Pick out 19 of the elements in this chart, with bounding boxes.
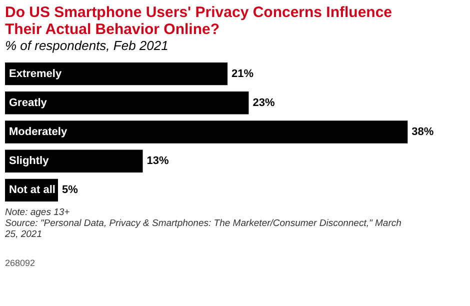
data-label: 5%: [62, 184, 78, 196]
y-tick-label: Moderately: [9, 126, 68, 138]
text: 268092: [5, 258, 36, 268]
data-label: 21%: [232, 68, 254, 80]
y-tick-label: Extremely: [9, 68, 62, 80]
text: Note: ages 13+: [5, 207, 70, 218]
data-label: 23%: [252, 96, 275, 109]
bar: [5, 62, 228, 86]
chart-title: Do US Smartphone Users' Privacy Concerns Influence Their Actual Behavior Online?: [5, 4, 392, 38]
bar: [5, 150, 143, 172]
data-label: 38%: [412, 126, 434, 138]
y-tick-label: Not at all: [9, 184, 56, 196]
bar: [5, 120, 408, 144]
source-note: Source: "Personal Data, Privacy & Smartphones: The Marketer/Consumer Disconnect," March 25, 2021: [4, 218, 402, 240]
data-label: 13%: [146, 155, 169, 168]
chart-subtitle: % of respondents, Feb 2021: [5, 38, 168, 53]
bar: [5, 92, 249, 114]
y-tick-label: Greatly: [9, 96, 48, 109]
y-tick-label: Slightly: [9, 155, 50, 168]
